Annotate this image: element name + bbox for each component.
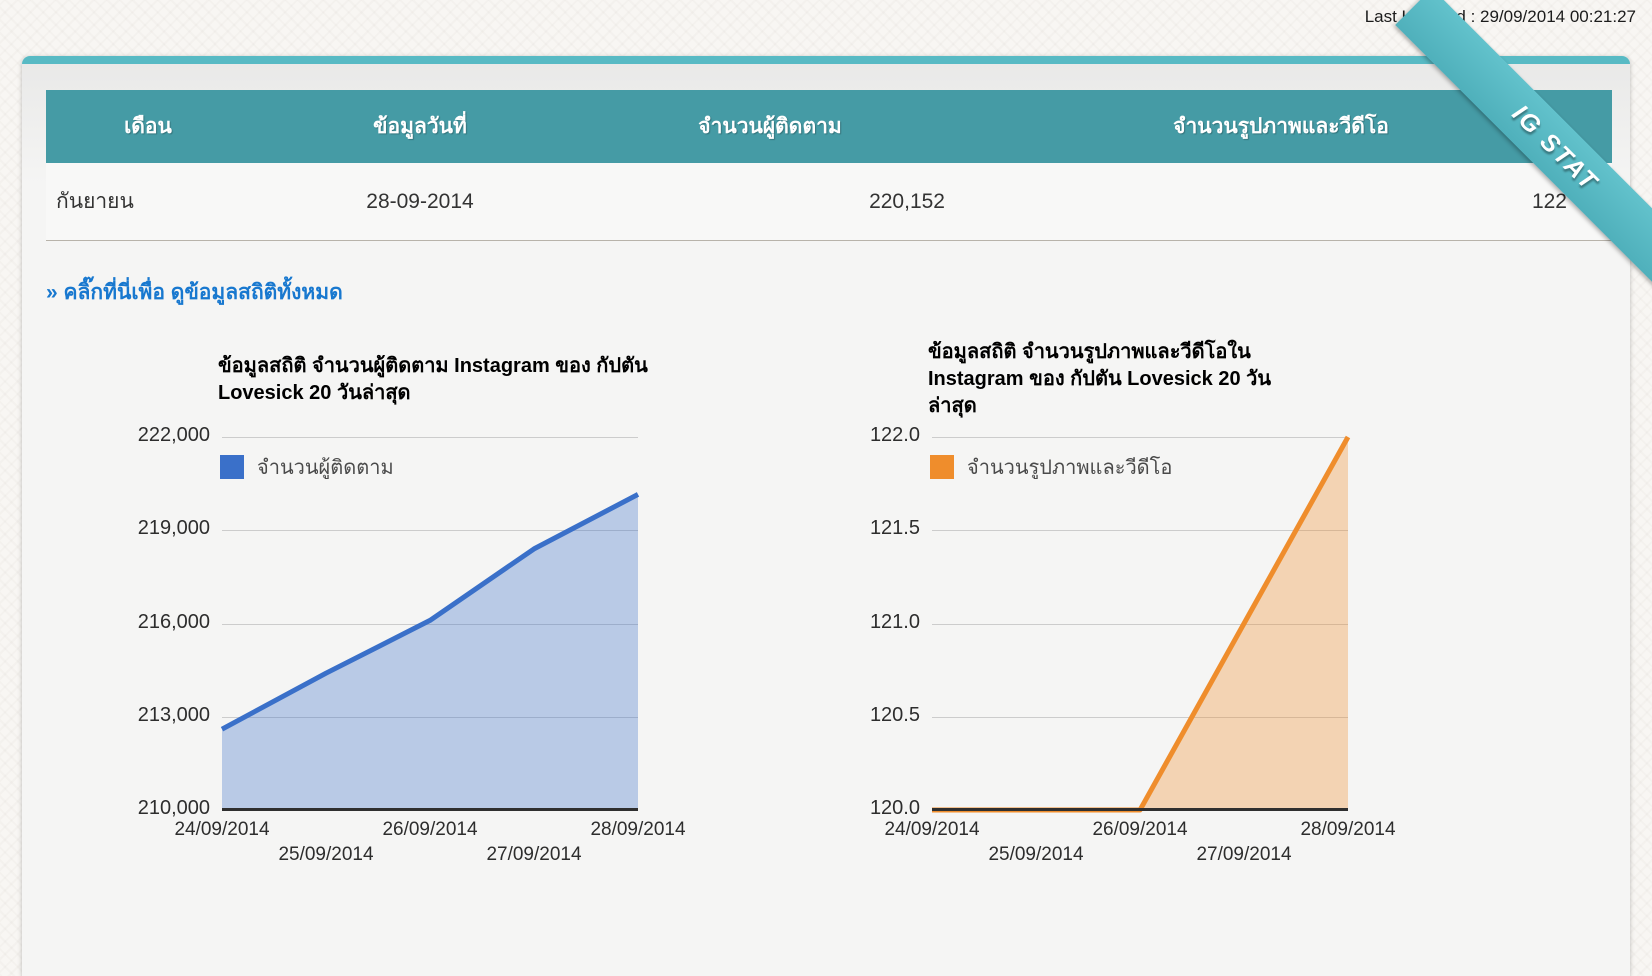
followers-chart-x-axis: 24/09/2014 25/09/2014 26/09/2014 27/09/2014…	[174, 819, 686, 865]
view-all-stats-link[interactable]: » คลิ๊กที่นี่เพื่อ ดูข้อมูลสถิติทั้งหมด	[46, 281, 343, 304]
followers-legend-label: จำนวนผู้ติดตาม	[257, 457, 394, 479]
table-divider	[46, 240, 1612, 241]
media-area-series	[932, 435, 1351, 813]
followers-chart-y-axis: 210,000 213,000 216,000 219,000 222,000	[137, 424, 210, 819]
followers-chart-legend: จำนวนผู้ติดตาม	[220, 451, 394, 483]
cell-date: 28-09-2014	[366, 189, 474, 213]
followers-legend-swatch	[220, 455, 244, 479]
media-chart-x-axis: 24/09/2014 25/09/2014 26/09/2014 27/09/2014…	[884, 819, 1396, 865]
stats-card: เดือน ข้อมูลวันที่ จำนวนผู้ติดตาม จำนวนร…	[22, 0, 1652, 976]
media-legend-swatch	[930, 455, 954, 479]
x-axis-line	[932, 808, 1348, 811]
media-chart-y-axis: 120.0 120.5 121.0 121.5 122.0	[869, 424, 920, 819]
media-legend-label: จำนวนรูปภาพและวีดีโอ	[967, 457, 1173, 479]
media-chart-legend: จำนวนรูปภาพและวีดีโอ	[930, 451, 1172, 483]
media-chart: ข้อมูลสถิติ จำนวนรูปภาพและวีดีโอใน Insta…	[870, 341, 1396, 865]
stats-table: เดือน ข้อมูลวันที่ จำนวนผู้ติดตาม จำนวนร…	[46, 90, 1612, 241]
media-chart-title: ข้อมูลสถิติ จำนวนรูปภาพและวีดีโอใน Insta…	[928, 341, 1272, 417]
cell-followers: 220,152	[869, 189, 945, 213]
table-header-row: เดือน ข้อมูลวันที่ จำนวนผู้ติดตาม จำนวนร…	[46, 90, 1612, 163]
followers-chart-plot: จำนวนผู้ติดตาม	[220, 437, 640, 811]
followers-chart-title: ข้อมูลสถิติ จำนวนผู้ติดตาม Instagram ของ…	[218, 355, 648, 404]
cell-media-count: 122	[1531, 189, 1567, 213]
column-header-date: ข้อมูลวันที่	[373, 115, 467, 138]
table-row: กันยายน 28-09-2014 220,152 122	[46, 163, 1612, 240]
column-header-followers: จำนวนผู้ติดตาม	[698, 115, 842, 138]
cell-month: กันยายน	[56, 190, 134, 213]
media-chart-plot: จำนวนรูปภาพและวีดีโอ	[930, 435, 1351, 813]
column-header-month: เดือน	[124, 115, 172, 138]
column-header-media: จำนวนรูปภาพและวีดีโอ	[1173, 115, 1389, 138]
followers-area-series	[220, 492, 640, 810]
x-axis-line	[222, 808, 638, 811]
followers-chart: ข้อมูลสถิติ จำนวนผู้ติดตาม Instagram ของ…	[138, 355, 686, 865]
